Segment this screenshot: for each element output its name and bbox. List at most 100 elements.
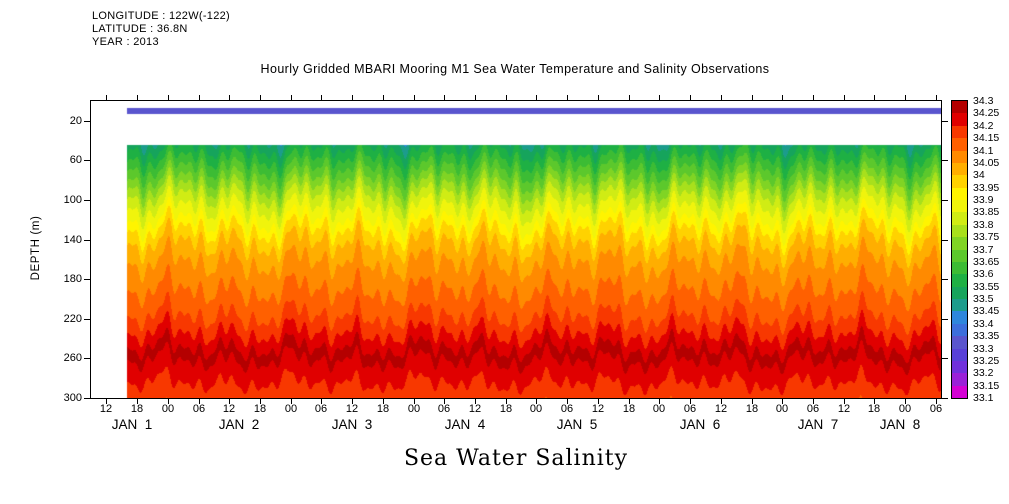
x-tick-top bbox=[813, 95, 814, 100]
y-tick-right bbox=[942, 279, 948, 280]
x-tick-top bbox=[199, 95, 200, 100]
y-tick-right bbox=[942, 319, 948, 320]
x-tick-top bbox=[260, 95, 261, 100]
colorbar-cell bbox=[952, 299, 967, 313]
x-tick-label: 06 bbox=[806, 403, 820, 415]
colorbar-label: 33.65 bbox=[973, 255, 1000, 268]
x-tick-top bbox=[567, 95, 568, 100]
x-tick bbox=[106, 399, 107, 404]
y-tick bbox=[84, 121, 90, 122]
x-tick bbox=[444, 399, 445, 404]
colorbar bbox=[951, 100, 968, 399]
x-tick-label: 06 bbox=[560, 403, 574, 415]
x-tick-label: 12 bbox=[222, 403, 236, 415]
colorbar-label: 33.8 bbox=[973, 218, 994, 231]
x-tick bbox=[752, 399, 753, 404]
y-tick-label: 140 bbox=[63, 234, 82, 246]
x-tick-label: 00 bbox=[529, 403, 543, 415]
x-tick bbox=[137, 399, 138, 404]
x-tick bbox=[813, 399, 814, 404]
x-tick bbox=[414, 399, 415, 404]
x-tick-label: 00 bbox=[652, 403, 666, 415]
y-tick-label: 180 bbox=[63, 273, 82, 285]
y-tick bbox=[84, 358, 90, 359]
colorbar-label: 33.95 bbox=[973, 181, 1000, 194]
y-tick bbox=[84, 319, 90, 320]
x-tick-top bbox=[659, 95, 660, 100]
colorbar-label: 34.05 bbox=[973, 156, 1000, 169]
colorbar-cell bbox=[952, 200, 967, 214]
x-axis-date-label: JAN 5 bbox=[556, 417, 598, 432]
y-tick bbox=[84, 279, 90, 280]
x-tick bbox=[352, 399, 353, 404]
y-tick-label: 300 bbox=[63, 392, 82, 404]
colorbar-cell bbox=[952, 336, 967, 350]
x-tick-label: 00 bbox=[775, 403, 789, 415]
colorbar-label: 33.1 bbox=[973, 392, 994, 404]
x-tick-top bbox=[444, 95, 445, 100]
x-tick-label: 18 bbox=[867, 403, 881, 415]
y-tick-right bbox=[942, 398, 948, 399]
x-tick-top bbox=[352, 95, 353, 100]
y-tick-label: 260 bbox=[63, 352, 82, 364]
y-tick bbox=[84, 398, 90, 399]
x-tick-top bbox=[844, 95, 845, 100]
y-tick-label: 60 bbox=[69, 154, 82, 166]
x-tick-label: 12 bbox=[837, 403, 851, 415]
colorbar-cell bbox=[952, 175, 967, 189]
colorbar-cell bbox=[952, 385, 967, 398]
x-tick-label: 06 bbox=[314, 403, 328, 415]
colorbar-cell bbox=[952, 187, 967, 201]
x-tick bbox=[321, 399, 322, 404]
colorbar-label: 33.3 bbox=[973, 342, 994, 355]
x-tick-label: 12 bbox=[99, 403, 113, 415]
colorbar-cell bbox=[952, 274, 967, 288]
x-tick-top bbox=[106, 95, 107, 100]
x-tick-label: 12 bbox=[714, 403, 728, 415]
x-tick-label: 12 bbox=[591, 403, 605, 415]
colorbar-cell bbox=[952, 323, 967, 338]
x-tick bbox=[567, 399, 568, 404]
colorbar-label: 33.6 bbox=[973, 268, 994, 281]
x-tick-top bbox=[291, 95, 292, 100]
x-tick-label: 00 bbox=[284, 403, 298, 415]
colorbar-label: 33.7 bbox=[973, 243, 994, 256]
x-tick-top bbox=[168, 95, 169, 100]
colorbar-cell bbox=[952, 150, 967, 164]
colorbar-label: 34.3 bbox=[973, 95, 994, 107]
x-tick-top bbox=[414, 95, 415, 100]
x-tick-top bbox=[782, 95, 783, 100]
colorbar-cell bbox=[952, 286, 967, 300]
x-tick-label: 06 bbox=[683, 403, 697, 415]
y-axis-title: DEPTH (m) bbox=[30, 215, 42, 281]
colorbar-label: 33.2 bbox=[973, 367, 994, 380]
x-tick bbox=[874, 399, 875, 404]
y-tick-label: 20 bbox=[69, 115, 82, 127]
x-tick bbox=[475, 399, 476, 404]
x-axis-date-label: JAN 3 bbox=[331, 417, 373, 432]
x-tick bbox=[506, 399, 507, 404]
colorbar-label: 33.55 bbox=[973, 280, 1000, 293]
x-tick bbox=[229, 399, 230, 404]
x-tick bbox=[598, 399, 599, 404]
colorbar-cell bbox=[952, 373, 967, 387]
colorbar-cell bbox=[952, 249, 967, 263]
salinity-heatmap-canvas bbox=[90, 100, 942, 399]
x-tick-label: 18 bbox=[253, 403, 267, 415]
y-tick-right bbox=[942, 240, 948, 241]
x-tick-top bbox=[229, 95, 230, 100]
x-tick-label: 18 bbox=[376, 403, 390, 415]
colorbar-label: 33.15 bbox=[973, 379, 1000, 392]
colorbar-cell bbox=[952, 113, 967, 127]
y-tick-right bbox=[942, 160, 948, 161]
x-tick bbox=[659, 399, 660, 404]
x-tick-top bbox=[321, 95, 322, 100]
colorbar-label: 34.25 bbox=[973, 107, 1000, 120]
colorbar-label: 33.4 bbox=[973, 317, 994, 330]
x-axis-date-label: JAN 1 bbox=[111, 417, 153, 432]
colorbar-cell bbox=[952, 212, 967, 226]
colorbar-label: 34.1 bbox=[973, 144, 994, 157]
colorbar-cell bbox=[952, 360, 967, 375]
x-tick-top bbox=[598, 95, 599, 100]
